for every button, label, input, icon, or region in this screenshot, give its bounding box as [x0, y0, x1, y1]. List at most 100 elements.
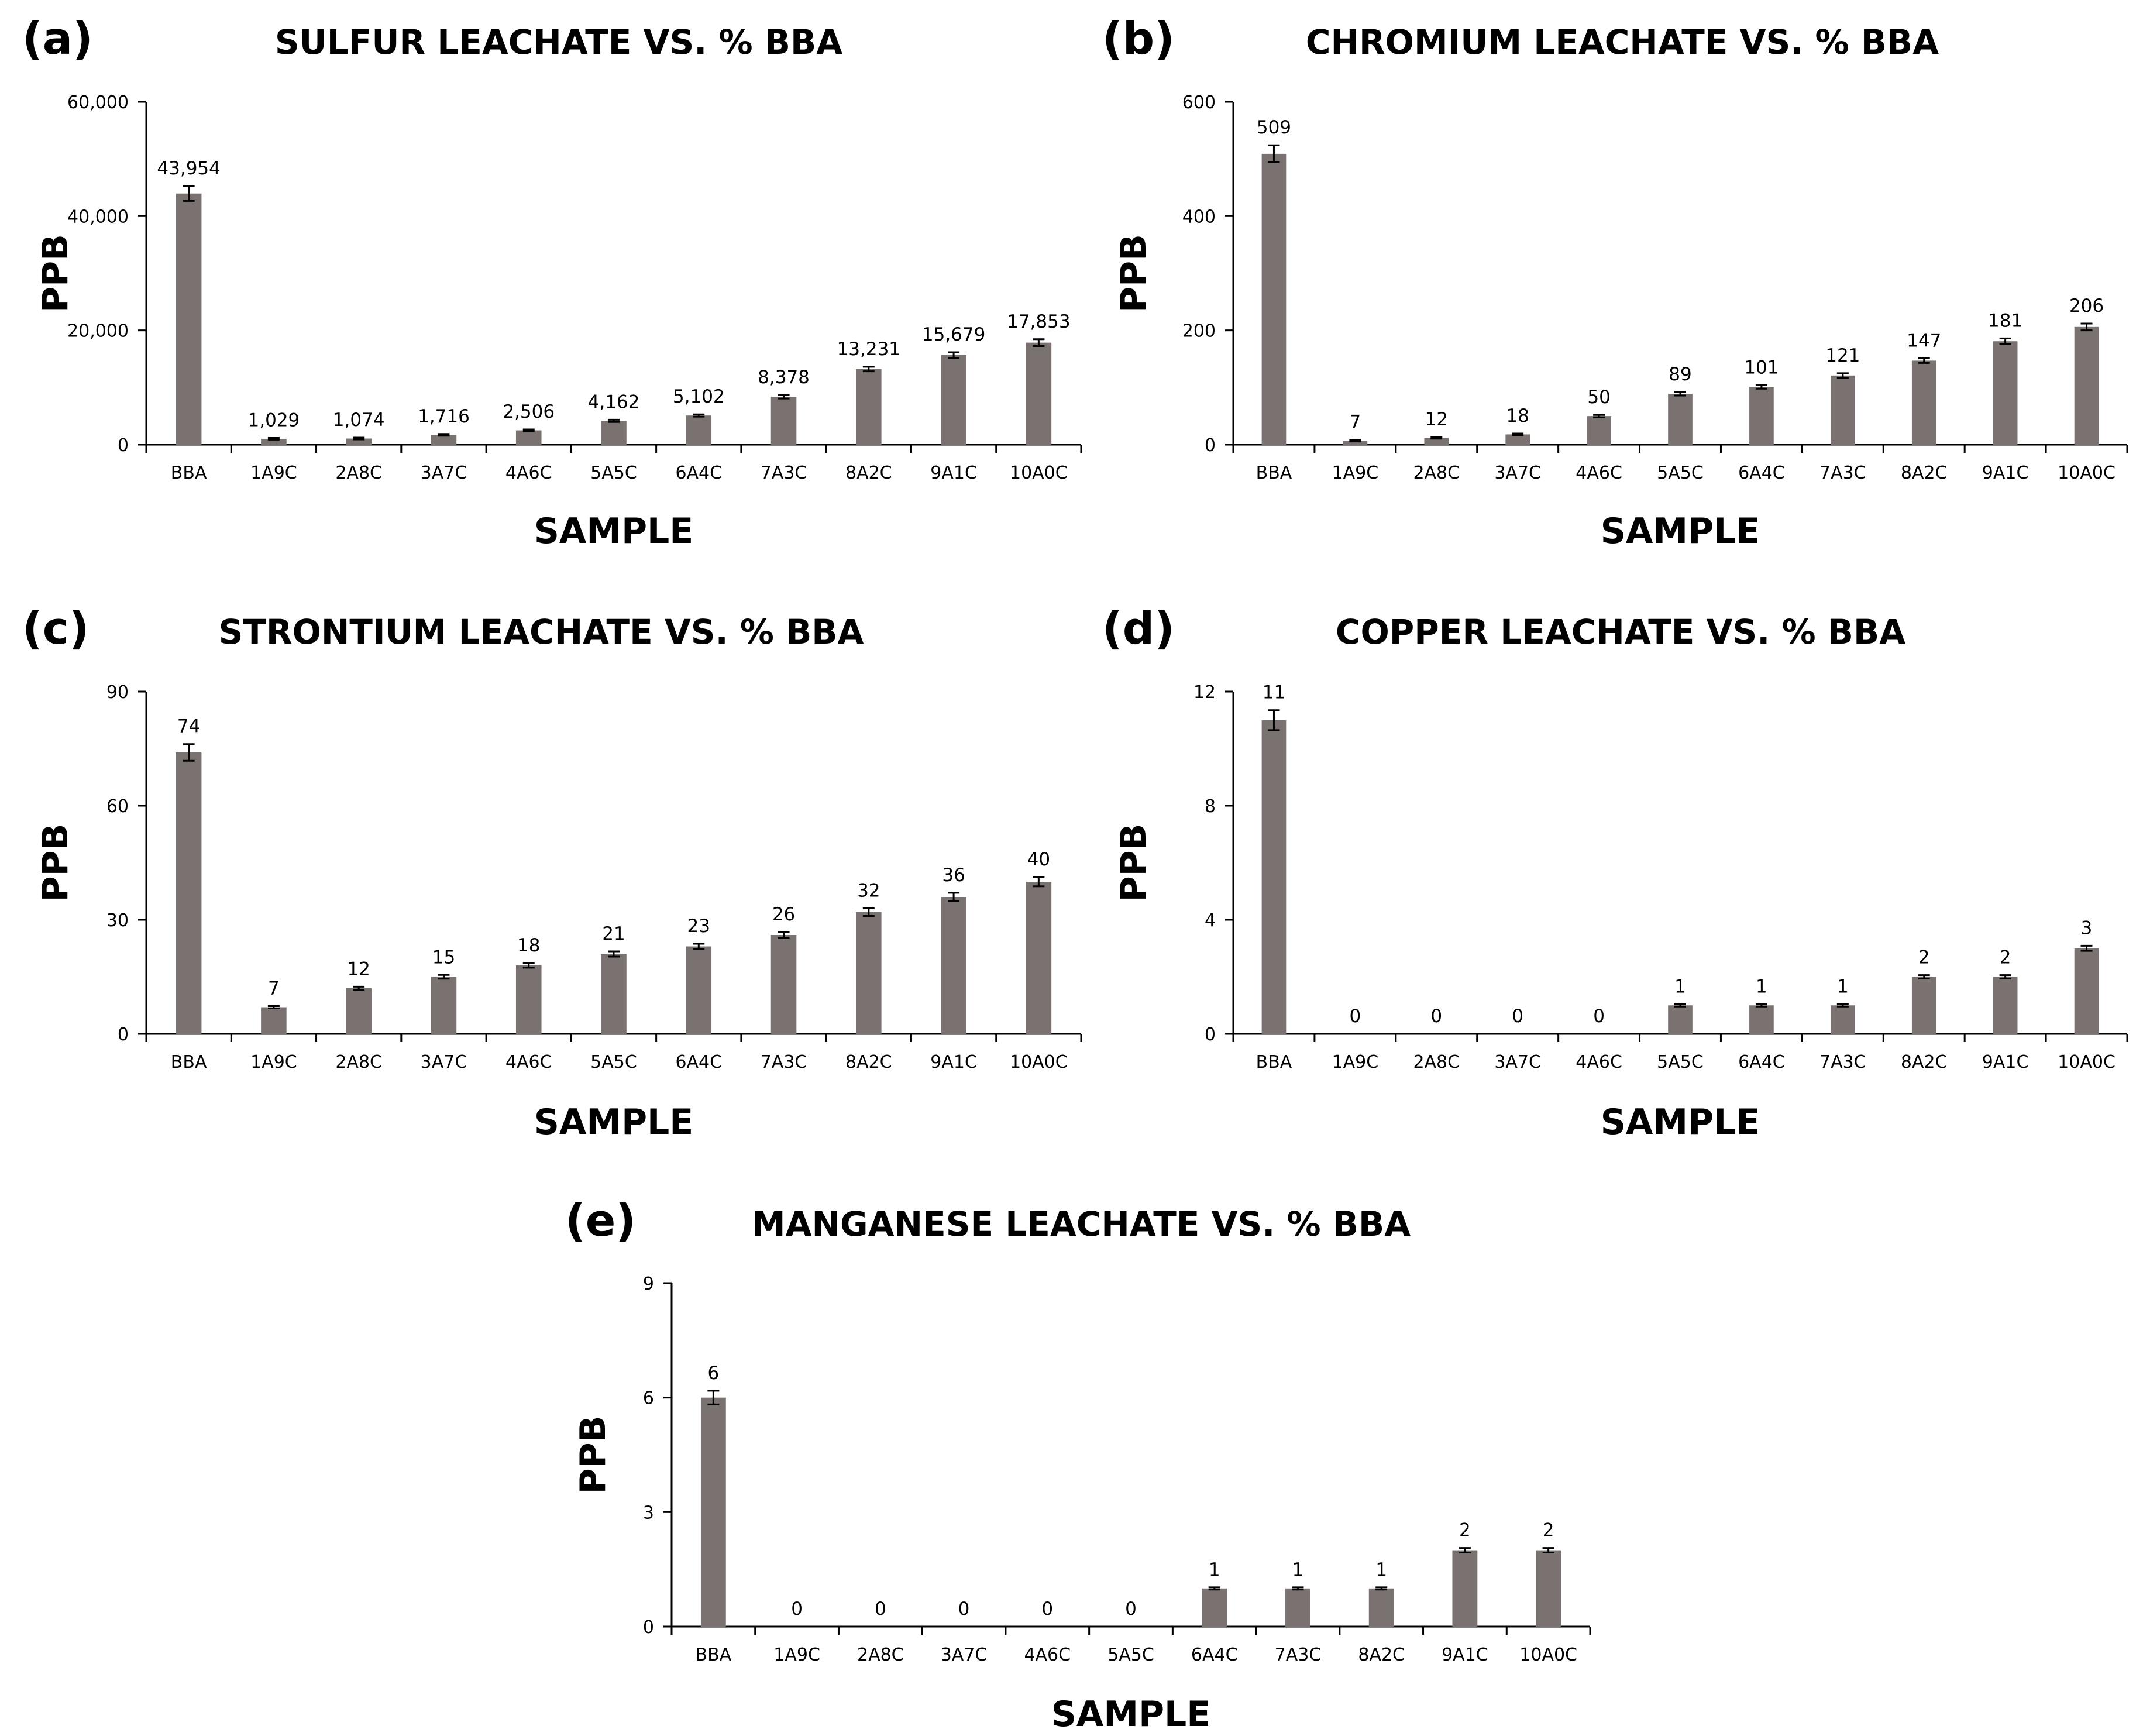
x-tick-label: 9A1C	[1982, 1052, 2029, 1072]
data-label: 74	[177, 716, 200, 737]
x-tick-label: 5A5C	[1107, 1645, 1154, 1665]
x-axis-label: SAMPLE	[1601, 511, 1760, 552]
data-label: 89	[1669, 364, 1691, 385]
data-label: 206	[2069, 295, 2104, 317]
data-label: 50	[1587, 387, 1610, 408]
data-label: 0	[1430, 1006, 1442, 1027]
y-tick-label: 20,000	[67, 321, 129, 342]
chart-panel-2: (b) CHROMIUM LEACHATE VS. % BBA PPB SAMPLE 0…	[1102, 12, 2128, 552]
data-label: 23	[687, 916, 710, 937]
data-label: 15	[432, 947, 455, 968]
x-tick-label: BBA	[1256, 1052, 1292, 1072]
bar	[1830, 375, 1855, 445]
chart-panel-4: (d) COPPER LEACHATE VS. % BBA PPB SAMPLE 0 4 8…	[1102, 602, 2128, 1143]
bar	[700, 1397, 726, 1627]
x-axis-label: SAMPLE	[534, 1102, 694, 1143]
data-label: 2	[1543, 1520, 1554, 1541]
x-tick-label: 7A3C	[1819, 463, 1866, 483]
bar	[1668, 394, 1693, 445]
x-tick-label: 1A9C	[1332, 1052, 1379, 1072]
bar	[1749, 1005, 1774, 1034]
bar	[1993, 977, 2018, 1034]
y-tick-label: 90	[106, 682, 129, 703]
bar	[1911, 360, 1936, 445]
bar	[1993, 341, 2018, 445]
bar	[1668, 1005, 1693, 1034]
data-label: 2,506	[503, 401, 555, 422]
x-tick-label: 8A2C	[1901, 1052, 1948, 1072]
data-label: 1,029	[248, 410, 300, 431]
x-tick-label: 8A2C	[1901, 463, 1948, 483]
panel-letter: (e)	[565, 1194, 636, 1246]
x-tick-label: 6A4C	[1738, 1052, 1785, 1072]
chart-title: STRONTIUM LEACHATE VS. % BBA	[219, 612, 864, 652]
y-axis-label: PPB	[35, 824, 76, 902]
panel-letter: (a)	[22, 12, 93, 64]
x-tick-label: 6A4C	[675, 463, 722, 483]
data-label: 1	[1674, 976, 1686, 997]
x-tick-label: 3A7C	[1494, 1052, 1541, 1072]
bar	[1368, 1588, 1394, 1627]
y-axis-label: PPB	[1113, 234, 1154, 312]
bar	[261, 438, 287, 445]
x-tick-label: 4A6C	[1576, 1052, 1622, 1072]
bar	[515, 430, 542, 445]
data-label: 40	[1027, 849, 1050, 870]
bar	[1026, 342, 1052, 445]
panel-letter: (b)	[1102, 12, 1175, 64]
x-tick-label: 4A6C	[1576, 463, 1622, 483]
y-tick-label: 0	[118, 435, 129, 456]
x-tick-label: 10A0C	[1010, 463, 1068, 483]
x-tick-label: 2A8C	[335, 463, 382, 483]
y-tick-label: 60,000	[67, 92, 129, 113]
data-label: 36	[942, 865, 965, 886]
y-tick-label: 600	[1182, 92, 1216, 113]
data-label: 13,231	[837, 339, 900, 360]
x-tick-label: 9A1C	[1982, 463, 2029, 483]
x-tick-label: 7A3C	[1819, 1052, 1866, 1072]
x-tick-label: 3A7C	[421, 1052, 467, 1072]
x-tick-label: 3A7C	[941, 1645, 988, 1665]
data-label: 2	[1459, 1520, 1471, 1541]
data-label: 12	[347, 958, 370, 979]
x-tick-label: 6A4C	[1191, 1645, 1238, 1665]
x-axis-label: SAMPLE	[534, 511, 694, 552]
x-tick-label: 5A5C	[1657, 463, 1704, 483]
bar	[686, 415, 712, 445]
data-label: 17,853	[1007, 311, 1070, 332]
data-label: 21	[602, 923, 625, 944]
x-tick-label: 1A9C	[1332, 463, 1379, 483]
data-label: 0	[791, 1599, 803, 1620]
y-tick-label: 400	[1182, 207, 1216, 227]
bar	[515, 965, 542, 1034]
bar	[1830, 1005, 1855, 1034]
data-label: 3	[2081, 917, 2093, 939]
data-label: 4,162	[588, 391, 640, 412]
bar	[1202, 1588, 1227, 1627]
data-label: 2	[1918, 947, 1930, 968]
x-axis-label: SAMPLE	[1601, 1102, 1760, 1143]
data-label: 0	[1125, 1599, 1137, 1620]
bar	[2074, 326, 2099, 445]
bar	[431, 435, 457, 445]
y-axis-label: PPB	[35, 234, 76, 312]
data-label: 2	[2000, 947, 2011, 968]
chart-panel-3: (c) STRONTIUM LEACHATE VS. % BBA PPB SAMPLE…	[22, 602, 1082, 1143]
x-tick-label: 8A2C	[845, 463, 892, 483]
chart-title: CHROMIUM LEACHATE VS. % BBA	[1306, 22, 1939, 62]
bar	[770, 397, 797, 445]
bar	[1911, 977, 1936, 1034]
x-tick-label: 5A5C	[1657, 1052, 1704, 1072]
chart-title: SULFUR LEACHATE VS. % BBA	[275, 22, 842, 62]
x-tick-label: 9A1C	[1442, 1645, 1488, 1665]
x-tick-label: 4A6C	[505, 1052, 552, 1072]
data-label: 1	[1375, 1559, 1387, 1580]
bar	[176, 193, 202, 445]
x-tick-label: 1A9C	[250, 1052, 297, 1072]
y-tick-label: 12	[1193, 682, 1216, 703]
data-label: 1,716	[418, 406, 470, 427]
data-label: 6	[707, 1363, 719, 1384]
data-label: 1,074	[333, 410, 385, 431]
data-label: 0	[1512, 1006, 1523, 1027]
bar	[176, 752, 202, 1034]
